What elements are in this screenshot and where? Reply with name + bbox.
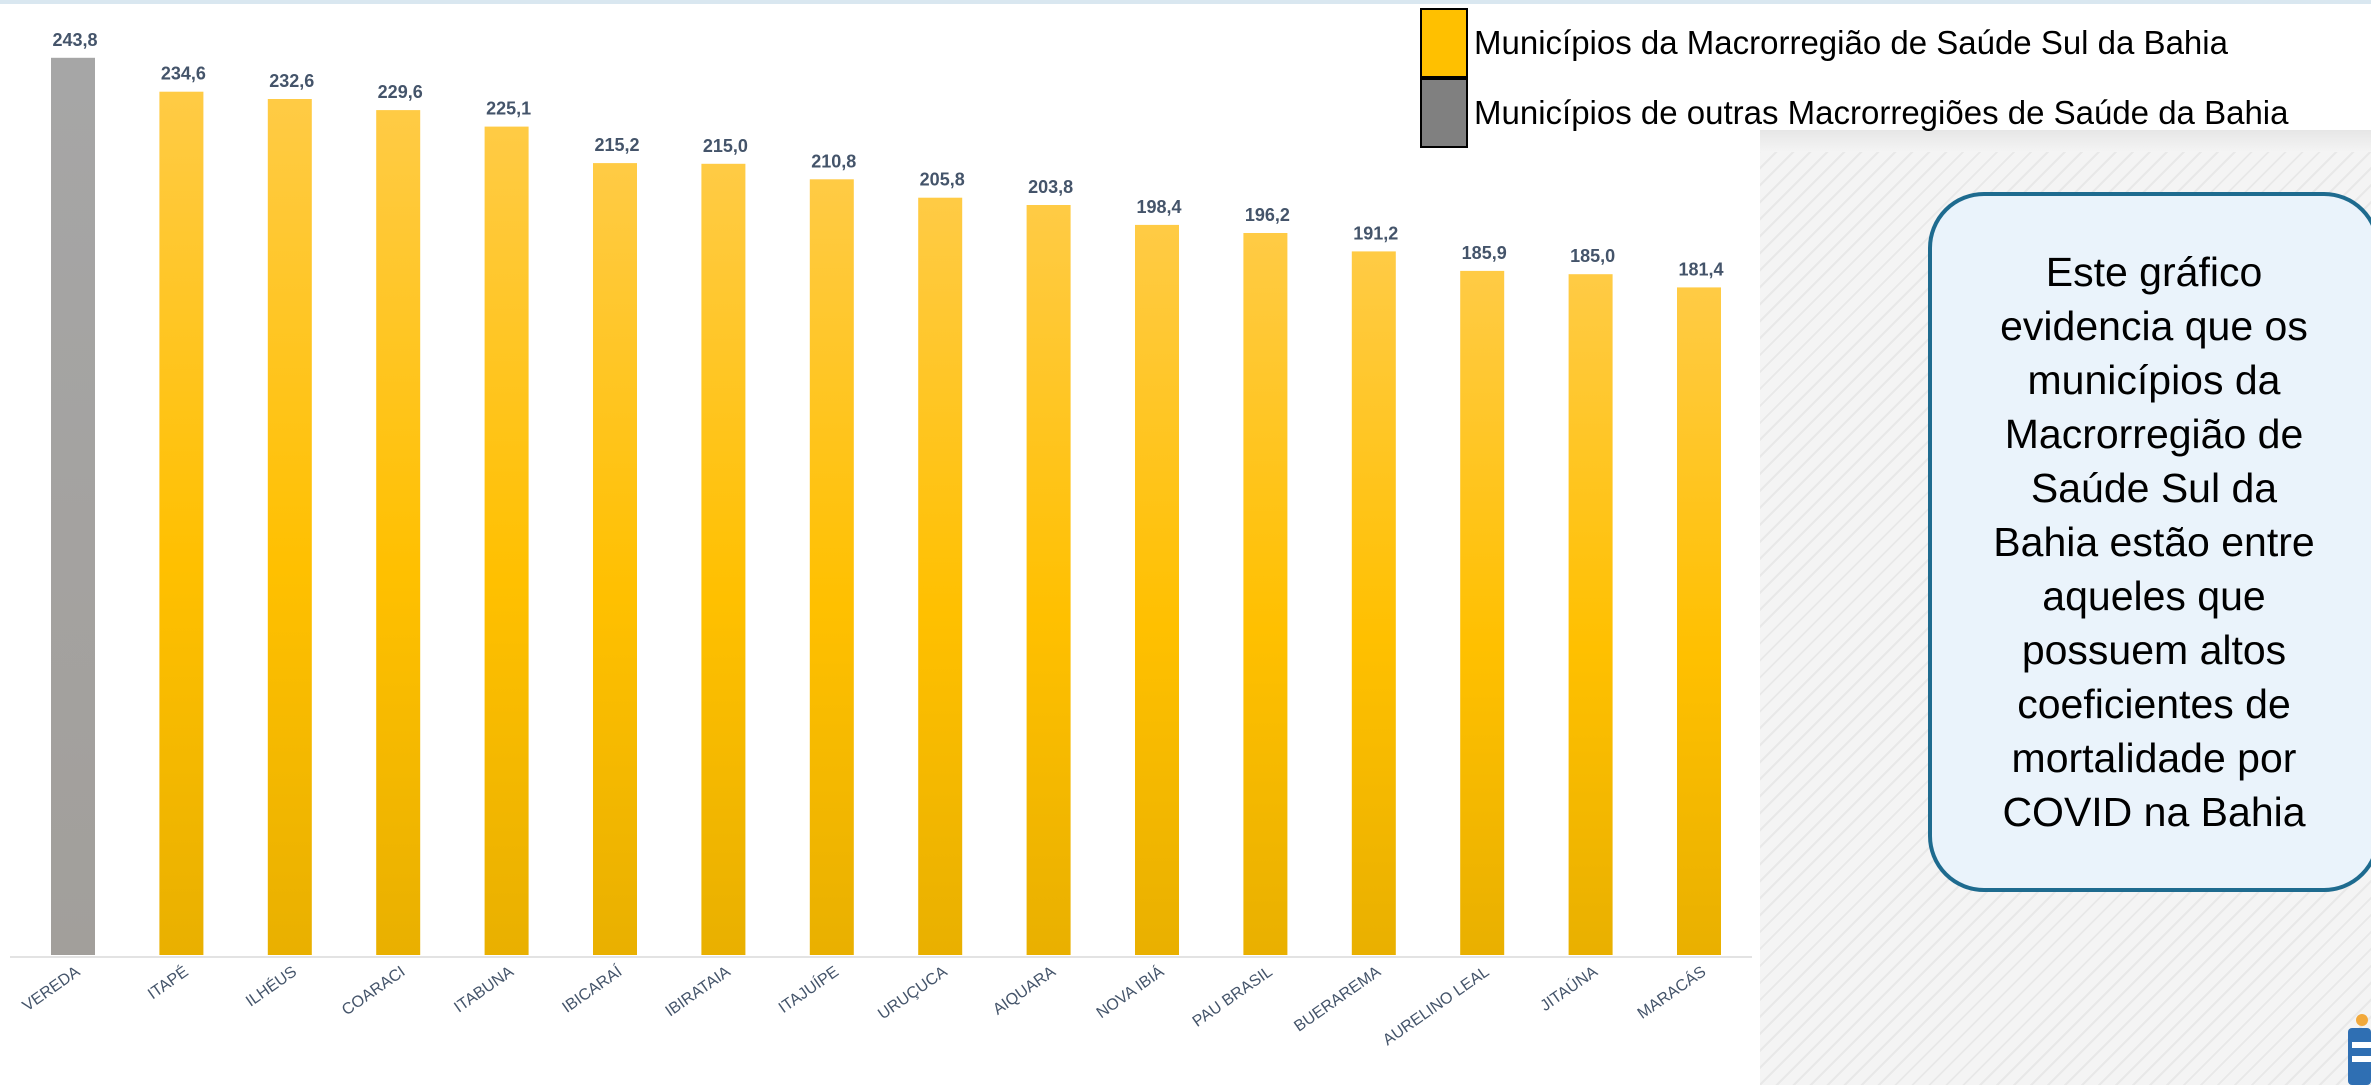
data-label-2: 232,6 [269, 71, 314, 91]
data-label-8: 205,8 [920, 170, 965, 190]
data-label-10: 198,4 [1136, 197, 1181, 217]
x-tick-label-7: ITAJUÍPE [775, 962, 842, 1017]
data-label-15: 181,4 [1678, 259, 1723, 279]
legend-label-other: Municípios de outras Macrorregiões de Sa… [1474, 94, 2289, 131]
x-tick-labels: VEREDA ITAPÉ ILHÉUS COARACI ITABUNA IBICARAÍ I… [20, 961, 1710, 1049]
legend-shadow [1760, 130, 2371, 152]
legend-swatch-other [1420, 78, 1468, 148]
x-tick-label-11: PAU BRASIL [1190, 963, 1276, 1030]
x-tick-label-1: ITAPÉ [144, 962, 192, 1003]
bar-14 [1568, 274, 1613, 955]
top-border [0, 0, 2371, 4]
data-label-5: 215,2 [594, 135, 639, 155]
data-label-3: 229,6 [378, 82, 423, 102]
bar-4 [484, 126, 529, 956]
legend-swatch-sul [1420, 8, 1468, 78]
callout-box: Este gráfico evidencia que os municípios… [1928, 192, 2371, 892]
bar-3 [376, 110, 421, 956]
bar-9 [1026, 205, 1071, 955]
bar-8 [918, 197, 963, 955]
data-label-9: 203,8 [1028, 177, 1073, 197]
bar-15 [1677, 287, 1721, 955]
bar-2 [267, 99, 312, 955]
data-label-14: 185,0 [1570, 246, 1615, 266]
x-tick-label-13: AURELINO LEAL [1380, 963, 1493, 1049]
presenter-figure-icon [2348, 1014, 2371, 1085]
legend-item-sul: Municípios da Macrorregião de Saúde Sul … [1420, 8, 2288, 78]
data-label-6: 215,0 [703, 136, 748, 156]
x-tick-label-2: ILHÉUS [242, 962, 300, 1011]
x-tick-label-8: URUÇUCA [875, 963, 951, 1023]
data-label-1: 234,6 [161, 64, 206, 84]
data-labels: 243,8 234,6 232,6 229,6 225,1 215,2 215,0 210,8… [52, 30, 1723, 280]
bar-11 [1243, 233, 1288, 955]
bar-12 [1351, 251, 1396, 955]
legend-item-other: Municípios de outras Macrorregiões de Sa… [1420, 78, 2288, 148]
data-label-0: 243,8 [52, 30, 97, 50]
x-tick-label-15: MARACÁS [1634, 962, 1710, 1023]
x-tick-label-9: AIQUARA [990, 963, 1059, 1018]
data-label-12: 191,2 [1353, 223, 1398, 243]
bar-1 [159, 91, 204, 955]
x-tick-label-6: IBIRATAIA [663, 963, 734, 1020]
data-label-13: 185,9 [1462, 243, 1507, 263]
x-tick-label-12: BUERAREMA [1291, 963, 1384, 1035]
x-tick-label-0: VEREDA [20, 963, 84, 1015]
bar-13 [1460, 270, 1505, 955]
legend-label-sul: Municípios da Macrorregião de Saúde Sul … [1474, 24, 2228, 61]
x-tick-label-5: IBICARAÍ [558, 961, 625, 1016]
x-tick-label-14: JITAÚNA [1536, 962, 1601, 1015]
data-label-7: 210,8 [811, 151, 856, 171]
bar-7 [809, 179, 854, 956]
x-tick-label-4: ITABUNA [451, 963, 517, 1016]
callout-text: Este gráfico evidencia que os municípios… [1993, 249, 2315, 835]
bar-chart: 243,8 234,6 232,6 229,6 225,1 215,2 215,0 210,8… [10, 30, 1752, 1049]
bar-10 [1135, 224, 1179, 955]
bar-6 [701, 163, 746, 956]
bars [51, 57, 1721, 956]
bar-0 [51, 57, 95, 956]
bar-5 [593, 163, 637, 956]
data-label-4: 225,1 [486, 99, 531, 119]
data-label-11: 196,2 [1245, 205, 1290, 225]
legend: Municípios da Macrorregião de Saúde Sul … [1420, 8, 2288, 148]
x-tick-label-3: COARACI [339, 963, 408, 1019]
x-tick-label-10: NOVA IBIÁ [1093, 962, 1168, 1022]
